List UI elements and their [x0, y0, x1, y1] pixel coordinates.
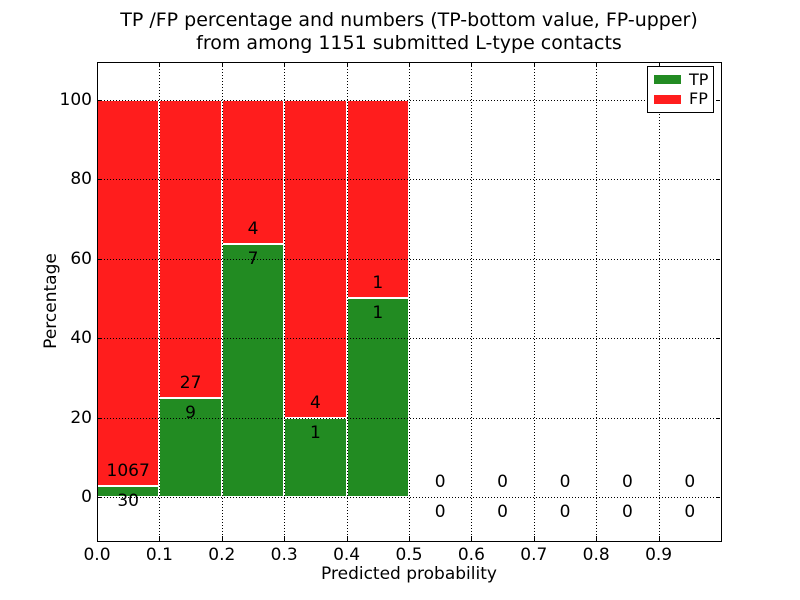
bar-segment-tp: [221, 244, 285, 497]
legend: TP FP: [647, 66, 714, 113]
legend-label-tp: TP: [689, 69, 709, 89]
tp-count-label: 0: [684, 502, 696, 522]
bar-segment-fp: [97, 99, 160, 487]
y-tick-mark-right: [716, 417, 720, 419]
x-tick-mark: [658, 536, 660, 540]
x-tick-mark: [221, 536, 223, 540]
x-tick-mark: [533, 536, 535, 540]
tp-count-label: 0: [497, 502, 509, 522]
grid-line-vertical: [284, 63, 286, 541]
fp-count-label: 1: [372, 273, 384, 294]
fp-count-label: 4: [247, 219, 259, 240]
tp-count-label: 0: [434, 502, 446, 522]
grid-line-vertical: [658, 63, 660, 541]
fp-count-label: 0: [684, 472, 696, 492]
fp-count-label: 27: [179, 372, 202, 393]
grid-line-vertical: [596, 63, 598, 541]
x-tick-mark-top: [221, 63, 223, 67]
y-tick-mark: [98, 179, 102, 180]
tp-count-label: 0: [559, 502, 571, 522]
fp-count-label: 1067: [106, 461, 150, 482]
grid-line-vertical: [159, 63, 161, 541]
x-tick-mark: [284, 536, 286, 540]
y-tick-label: 100: [59, 89, 92, 110]
legend-swatch-tp: [654, 75, 681, 85]
y-tick-label: 0: [81, 487, 92, 507]
x-tick-label: 0.1: [145, 545, 173, 565]
x-tick-label: 0.8: [582, 545, 610, 565]
tp-count-label: 30: [117, 491, 140, 512]
chart-title-line1: TP /FP percentage and numbers (TP-bottom…: [120, 9, 698, 31]
x-tick-mark: [159, 536, 161, 540]
y-tick-mark: [98, 497, 102, 498]
x-tick-label: 0.6: [457, 545, 485, 565]
x-tick-mark-top: [409, 63, 410, 67]
y-tick-mark: [98, 338, 102, 339]
x-tick-mark-top: [284, 63, 286, 67]
x-tick-mark-top: [658, 63, 660, 67]
y-tick-label: 40: [70, 328, 92, 348]
bar-segment-fp: [346, 99, 409, 299]
tp-count-label: 1: [309, 422, 321, 443]
y-tick-mark-right: [716, 258, 720, 260]
x-tick-label: 0.9: [645, 545, 673, 565]
x-tick-mark: [97, 536, 98, 540]
grid-line-vertical: [471, 63, 473, 541]
tp-count-label: 1: [372, 303, 384, 324]
y-tick-mark-right: [716, 179, 720, 180]
bar-segment-tp: [346, 298, 409, 497]
fp-count-label: 0: [559, 472, 571, 492]
y-tick-mark: [98, 417, 102, 419]
y-tick-mark: [98, 258, 102, 260]
fp-count-label: 0: [621, 472, 633, 492]
tp-count-label: 7: [247, 249, 259, 270]
grid-line-vertical: [346, 63, 348, 541]
grid-line-vertical: [409, 63, 410, 541]
x-tick-mark-top: [471, 63, 473, 67]
tp-count-label: 9: [185, 402, 197, 423]
x-tick-mark: [346, 536, 348, 540]
y-tick-mark-right: [716, 99, 720, 101]
x-tick-mark: [471, 536, 473, 540]
x-tick-label: 0.7: [520, 545, 548, 565]
x-tick-mark-top: [159, 63, 161, 67]
x-tick-label: 0.4: [333, 545, 361, 565]
x-tick-label: 0.5: [395, 545, 423, 565]
x-tick-label: 0.3: [270, 545, 298, 565]
grid-line-vertical: [221, 63, 223, 541]
grid-line-vertical: [533, 63, 535, 541]
bar-segment-tp: [284, 417, 347, 497]
fp-count-label: 4: [309, 392, 321, 413]
legend-label-fp: FP: [689, 89, 708, 109]
x-tick-mark-top: [596, 63, 598, 67]
x-axis-label: Predicted probability: [321, 564, 497, 584]
y-tick-mark-right: [716, 497, 720, 498]
y-tick-mark: [98, 99, 102, 101]
legend-entry-tp: TP: [648, 69, 713, 89]
tp-count-label: 0: [621, 502, 633, 522]
fp-count-label: 0: [434, 472, 446, 492]
y-tick-label: 20: [70, 407, 92, 428]
x-tick-mark-top: [97, 63, 98, 67]
x-tick-mark-top: [533, 63, 535, 67]
legend-entry-fp: FP: [648, 91, 713, 107]
y-tick-label: 80: [70, 169, 92, 189]
x-tick-mark-top: [346, 63, 348, 67]
fp-count-label: 0: [497, 472, 509, 492]
bar-segment-fp: [159, 99, 222, 398]
chart-title: TP /FP percentage and numbers (TP-bottom…: [120, 9, 698, 55]
chart-title-line2: from among 1151 submitted L-type contact…: [196, 32, 622, 54]
legend-swatch-fp: [654, 94, 681, 104]
x-tick-label: 0.2: [208, 545, 236, 565]
y-tick-label: 60: [70, 248, 92, 269]
x-tick-mark: [409, 536, 410, 540]
x-tick-mark: [596, 536, 598, 540]
y-tick-mark-right: [716, 338, 720, 339]
x-tick-label: 0.0: [83, 545, 111, 565]
